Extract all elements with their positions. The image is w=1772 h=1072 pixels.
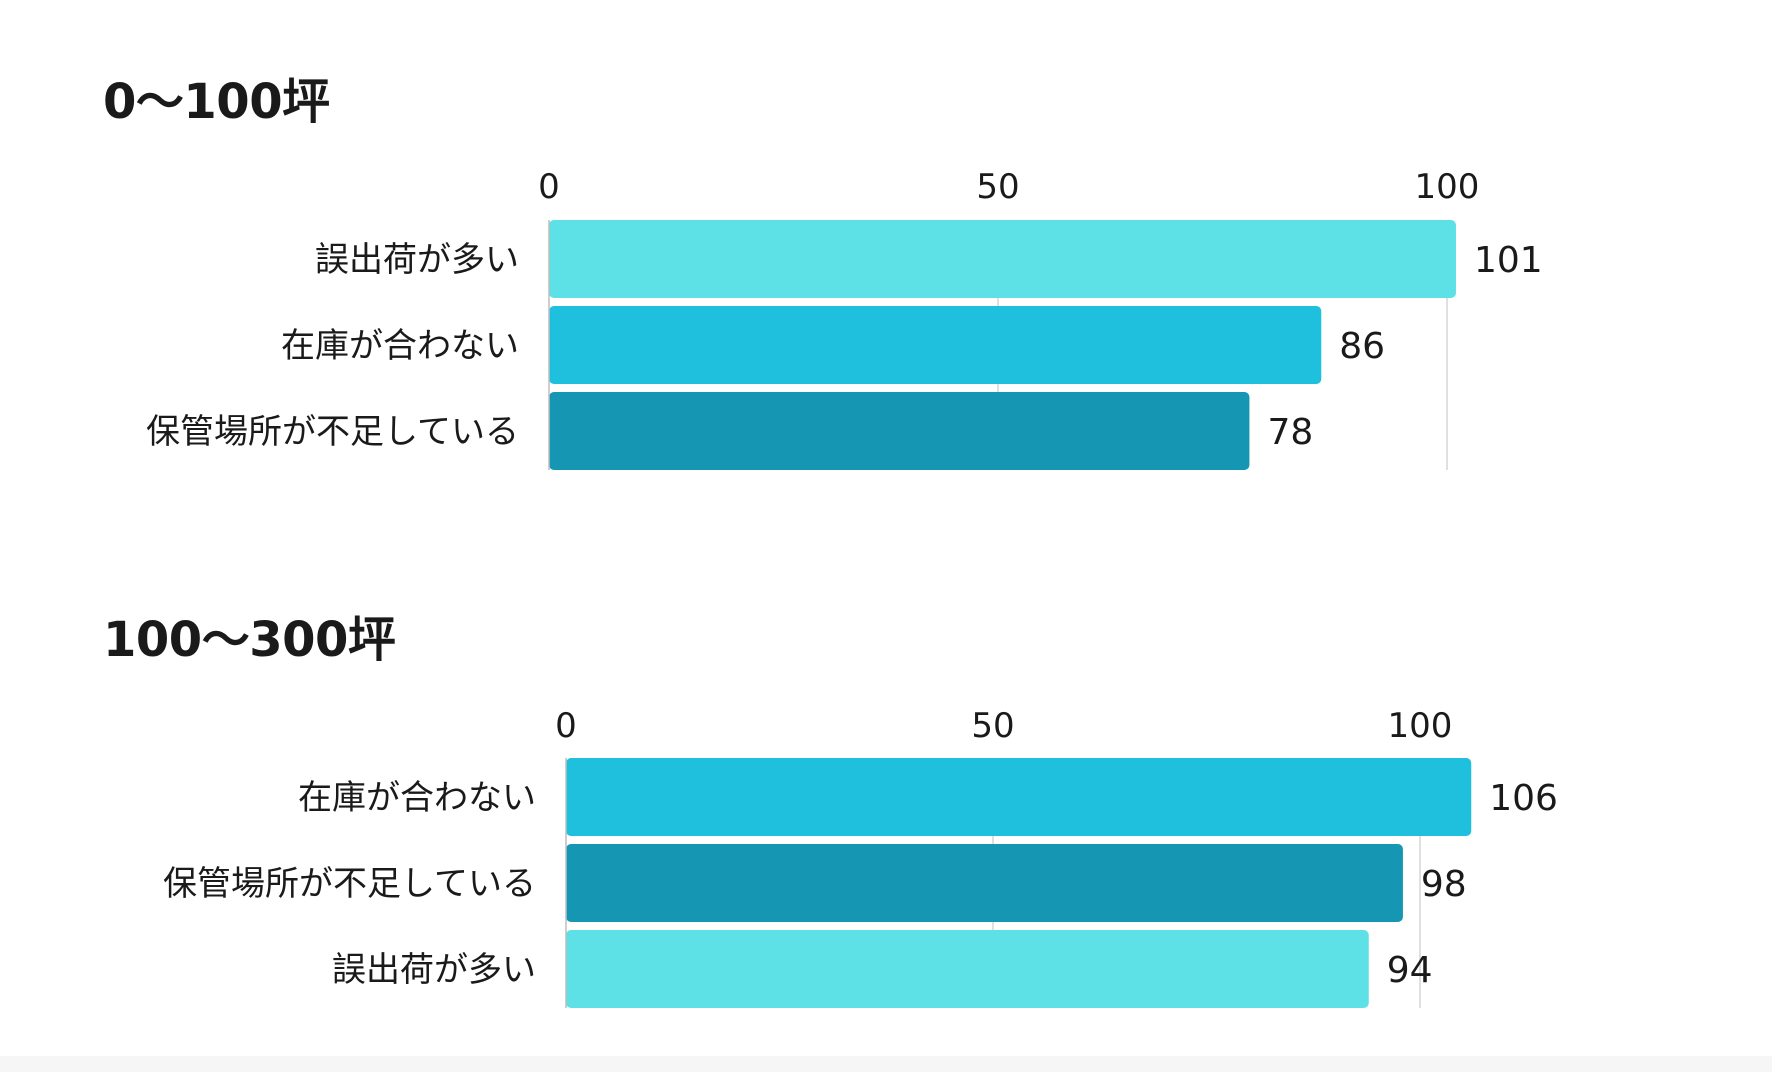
category-label: 誤出荷が多い — [315, 240, 519, 280]
category-label: 誤出荷が多い — [332, 950, 536, 990]
chart-panel-0-100-tsubo: 0～100坪 0 50 100 誤出荷が多い 101 在庫が合わない 86 保管場所が不足して… — [103, 74, 1543, 470]
bar-2 — [549, 306, 1322, 384]
value-label: 101 — [1474, 240, 1543, 281]
value-label: 86 — [1339, 326, 1385, 367]
chart-title: 100～300坪 — [103, 612, 396, 668]
category-label: 在庫が合わない — [281, 326, 519, 366]
bar-2 — [566, 844, 1403, 922]
bar-chart-100-300-tsubo: 0 50 100 在庫が合わない 106 保管場所が不足している 98 誤出荷が多い 94 — [163, 706, 1558, 1008]
bar-3 — [566, 930, 1369, 1008]
category-label: 在庫が合わない — [298, 778, 536, 818]
bar-1 — [566, 758, 1472, 836]
x-tick-label: 100 — [1415, 167, 1480, 207]
value-label: 98 — [1421, 864, 1467, 905]
page-bottom-edge — [0, 1056, 1772, 1072]
x-tick-label: 50 — [971, 706, 1014, 746]
x-tick-label: 50 — [976, 167, 1019, 207]
x-tick-label: 0 — [555, 706, 577, 746]
x-tick-label: 0 — [538, 167, 560, 207]
bar-3 — [549, 392, 1250, 470]
chart-title: 0～100坪 — [103, 74, 330, 130]
x-tick-label: 100 — [1388, 706, 1453, 746]
bar-chart-0-100-tsubo: 0 50 100 誤出荷が多い 101 在庫が合わない 86 保管場所が不足している 78 — [146, 167, 1543, 470]
chart-panel-100-300-tsubo: 100～300坪 0 50 100 在庫が合わない 106 保管場所が不足している 98 誤出… — [0, 540, 1772, 1072]
value-label: 94 — [1387, 950, 1433, 991]
category-label: 保管場所が不足している — [163, 864, 536, 904]
category-label: 保管場所が不足している — [146, 412, 519, 452]
value-label: 78 — [1267, 412, 1313, 453]
bar-1 — [549, 220, 1456, 298]
value-label: 106 — [1489, 778, 1558, 819]
